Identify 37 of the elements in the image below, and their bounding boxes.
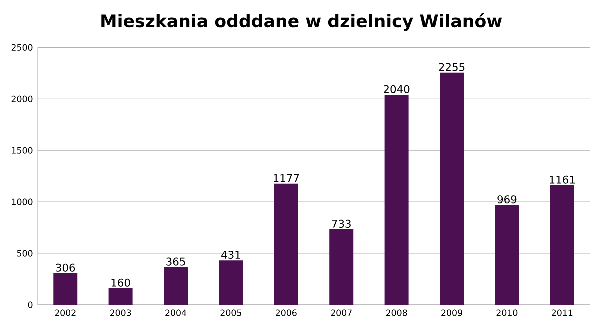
bar — [495, 205, 520, 305]
data-label: 733 — [332, 220, 351, 228]
bar — [164, 267, 188, 305]
x-tick-label: 2010 — [496, 310, 518, 316]
x-tick-label: 2002 — [55, 310, 76, 316]
data-label: 160 — [112, 278, 130, 287]
y-tick-label: 2000 — [12, 96, 33, 102]
bar — [54, 274, 78, 305]
y-tick-label: 500 — [17, 250, 33, 257]
y-tick-label: 1000 — [12, 198, 33, 206]
data-label: 431 — [222, 250, 240, 260]
x-tick-label: 2003 — [110, 310, 132, 316]
y-tick-label: 1500 — [12, 147, 33, 154]
bar — [550, 186, 574, 305]
bar — [219, 260, 244, 305]
data-label: 1177 — [274, 174, 300, 182]
bar — [274, 184, 298, 305]
y-tick-label: 0 — [28, 302, 33, 308]
x-tick-label: 2004 — [166, 310, 187, 316]
x-tick-label: 2005 — [220, 310, 242, 316]
bar — [330, 230, 354, 305]
data-label: 2255 — [439, 63, 465, 72]
data-label: 306 — [56, 264, 76, 272]
x-tick-label: 2009 — [442, 310, 462, 316]
data-label: 2040 — [384, 85, 410, 94]
data-label: 365 — [166, 258, 186, 266]
bar — [108, 288, 133, 305]
x-tick-label: 2007 — [331, 310, 352, 316]
chart-title: Mieszkania odddane w dzielnicy Wilanów — [102, 14, 502, 32]
data-label: 969 — [498, 196, 517, 204]
bar — [440, 72, 464, 305]
x-tick-label: 2011 — [552, 310, 573, 316]
bar — [384, 95, 409, 305]
data-label: 1161 — [550, 176, 575, 184]
x-tick-label: 2008 — [386, 310, 408, 316]
x-tick-label: 2006 — [276, 310, 297, 316]
y-tick-label: 2500 — [12, 44, 33, 51]
